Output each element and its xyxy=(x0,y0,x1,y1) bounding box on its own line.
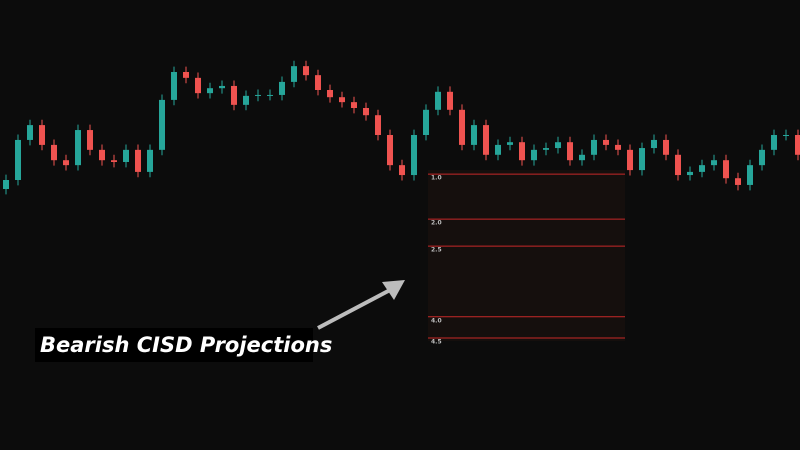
candle-body xyxy=(255,94,261,96)
candle-body xyxy=(711,160,717,166)
arrow-shaft xyxy=(317,287,393,330)
candle-body xyxy=(615,144,621,150)
candle-body xyxy=(99,149,105,161)
candle-body xyxy=(795,135,800,155)
candle-body xyxy=(411,135,417,176)
candle-body xyxy=(27,125,33,140)
candle-body xyxy=(567,142,573,161)
candle-body xyxy=(171,72,177,100)
candle-body xyxy=(291,66,297,82)
candle-body xyxy=(339,97,345,103)
candle-body xyxy=(363,108,369,116)
level-label: 4.5 xyxy=(431,338,442,345)
candle-body xyxy=(699,165,705,172)
candle-body xyxy=(747,165,753,185)
candle-body xyxy=(579,154,585,161)
arrow-head xyxy=(382,280,405,300)
candle-body xyxy=(207,88,213,94)
candle-body xyxy=(591,139,597,155)
candle-body xyxy=(399,165,405,176)
candle-body xyxy=(423,109,429,135)
candle-body xyxy=(459,109,465,145)
level-label: 2.0 xyxy=(431,220,442,227)
candle-body xyxy=(87,130,93,150)
candle-body xyxy=(387,135,393,166)
candle-body xyxy=(783,135,789,136)
candle-body xyxy=(519,142,525,161)
candle-body xyxy=(663,139,669,155)
candle-body xyxy=(135,149,141,172)
candle-body xyxy=(675,154,681,176)
candle-body xyxy=(243,95,249,105)
candle-body xyxy=(159,99,165,150)
candle-body xyxy=(531,149,537,161)
candle-body xyxy=(3,180,9,189)
candle-body xyxy=(147,149,153,172)
candle-body xyxy=(315,75,321,90)
candle-body xyxy=(759,149,765,166)
candle-body xyxy=(555,142,561,149)
candle-body xyxy=(15,139,21,180)
candle-body xyxy=(723,160,729,179)
candle-body xyxy=(327,90,333,98)
candle-body xyxy=(447,91,453,110)
candle-body xyxy=(51,144,57,161)
candle-body xyxy=(279,81,285,95)
candle-body xyxy=(375,115,381,135)
candle-body xyxy=(267,94,273,96)
candle-body xyxy=(735,178,741,185)
candle-body xyxy=(183,72,189,78)
candle-body xyxy=(651,139,657,149)
level-label: 1.0 xyxy=(431,175,442,182)
candle-body xyxy=(639,148,645,171)
candle-body xyxy=(627,149,633,171)
candle-body xyxy=(495,144,501,155)
candle-body xyxy=(435,91,441,110)
annotation-box xyxy=(35,328,313,362)
candle-body xyxy=(195,77,201,94)
candle-body xyxy=(543,148,549,150)
projection-zone xyxy=(428,170,625,341)
candle-body xyxy=(75,130,81,166)
candle-body xyxy=(123,149,129,162)
candle-body xyxy=(351,102,357,108)
candle-body xyxy=(63,160,69,166)
candle-body xyxy=(471,125,477,145)
level-label: 2.5 xyxy=(431,247,442,254)
candle-body xyxy=(507,142,513,145)
candle-body xyxy=(771,135,777,150)
candle-body xyxy=(303,66,309,76)
candle-body xyxy=(219,85,225,89)
annotation: Bearish CISD Projections xyxy=(40,333,332,357)
candle-body xyxy=(111,160,117,162)
candle-body xyxy=(39,125,45,145)
candle-body xyxy=(687,171,693,176)
candle-body xyxy=(603,139,609,145)
level-label: 4.0 xyxy=(431,317,442,324)
candle-body xyxy=(483,125,489,155)
candle-body xyxy=(231,85,237,105)
